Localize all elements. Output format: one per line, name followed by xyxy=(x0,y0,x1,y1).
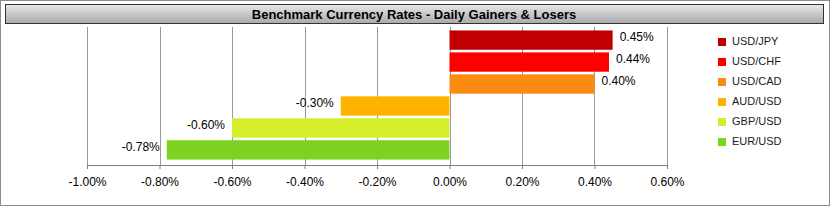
x-tick-mark xyxy=(160,165,161,169)
legend-swatch xyxy=(718,38,726,46)
legend-swatch xyxy=(718,58,726,66)
data-label: 0.40% xyxy=(602,74,636,88)
data-label: -0.60% xyxy=(187,118,225,132)
bars xyxy=(167,30,613,159)
legend-label: USD/CAD xyxy=(732,75,782,87)
x-tick: 0.60% xyxy=(650,165,684,189)
data-label: 0.44% xyxy=(616,52,650,66)
x-tick-label: -0.20% xyxy=(358,175,396,189)
legend-swatch xyxy=(718,78,726,86)
legend-label: AUD/USD xyxy=(732,95,782,107)
grid xyxy=(88,27,668,165)
x-tick: -1.00% xyxy=(68,165,106,189)
legend-label: EUR/USD xyxy=(732,135,782,147)
x-tick-mark xyxy=(667,165,668,169)
data-labels: 0.45% 0.44% 0.40% -0.30% -0.60% -0.78% xyxy=(122,30,654,154)
bar xyxy=(232,118,450,137)
chart: Benchmark Currency Rates - Daily Gainers… xyxy=(0,0,835,207)
x-tick: -0.40% xyxy=(286,165,324,189)
legend-label: USD/JPY xyxy=(732,35,779,47)
bar xyxy=(450,30,613,49)
bar xyxy=(450,52,610,71)
grid-line xyxy=(667,27,668,165)
legend: USD/JPY USD/CHF USD/CAD AUD/USD GBP/USD EUR/U… xyxy=(718,35,782,147)
x-tick-mark xyxy=(87,165,88,169)
x-tick: 0.20% xyxy=(505,165,539,189)
x-tick: -0.80% xyxy=(141,165,179,189)
x-tick-mark xyxy=(377,165,378,169)
data-label: -0.30% xyxy=(296,96,334,110)
x-tick-label: -0.40% xyxy=(286,175,324,189)
x-tick-label: -1.00% xyxy=(68,175,106,189)
x-tick-mark xyxy=(522,165,523,169)
x-tick: 0.40% xyxy=(578,165,612,189)
bar xyxy=(167,140,450,159)
chart-frame xyxy=(1,1,830,206)
bar xyxy=(450,74,595,93)
x-tick-label: 0.40% xyxy=(578,175,612,189)
x-axis: -1.00% -0.80% -0.60% -0.40% -0.20% 0.00% 0.20%… xyxy=(68,165,684,189)
x-tick-mark xyxy=(305,165,306,169)
legend-swatch xyxy=(718,118,726,126)
data-label: -0.78% xyxy=(122,140,160,154)
data-label: 0.45% xyxy=(620,30,654,44)
x-tick-mark xyxy=(595,165,596,169)
legend-swatch xyxy=(718,138,726,146)
x-tick-label: -0.60% xyxy=(213,175,251,189)
x-tick-label: 0.20% xyxy=(505,175,539,189)
x-tick-label: -0.80% xyxy=(141,175,179,189)
grid-line xyxy=(160,27,161,165)
legend-label: USD/CHF xyxy=(732,55,781,67)
x-tick-mark xyxy=(232,165,233,169)
grid-line xyxy=(87,27,88,165)
legend-label: GBP/USD xyxy=(732,115,782,127)
x-tick: -0.60% xyxy=(213,165,251,189)
x-tick: 0.00% xyxy=(433,165,467,189)
bar xyxy=(341,96,450,115)
title-bar xyxy=(6,5,824,24)
legend-swatch xyxy=(718,98,726,106)
x-tick-label: 0.60% xyxy=(650,175,684,189)
title: Benchmark Currency Rates - Daily Gainers… xyxy=(252,7,576,22)
x-tick: -0.20% xyxy=(358,165,396,189)
x-tick-label: 0.00% xyxy=(433,175,467,189)
x-tick-mark xyxy=(450,165,451,169)
